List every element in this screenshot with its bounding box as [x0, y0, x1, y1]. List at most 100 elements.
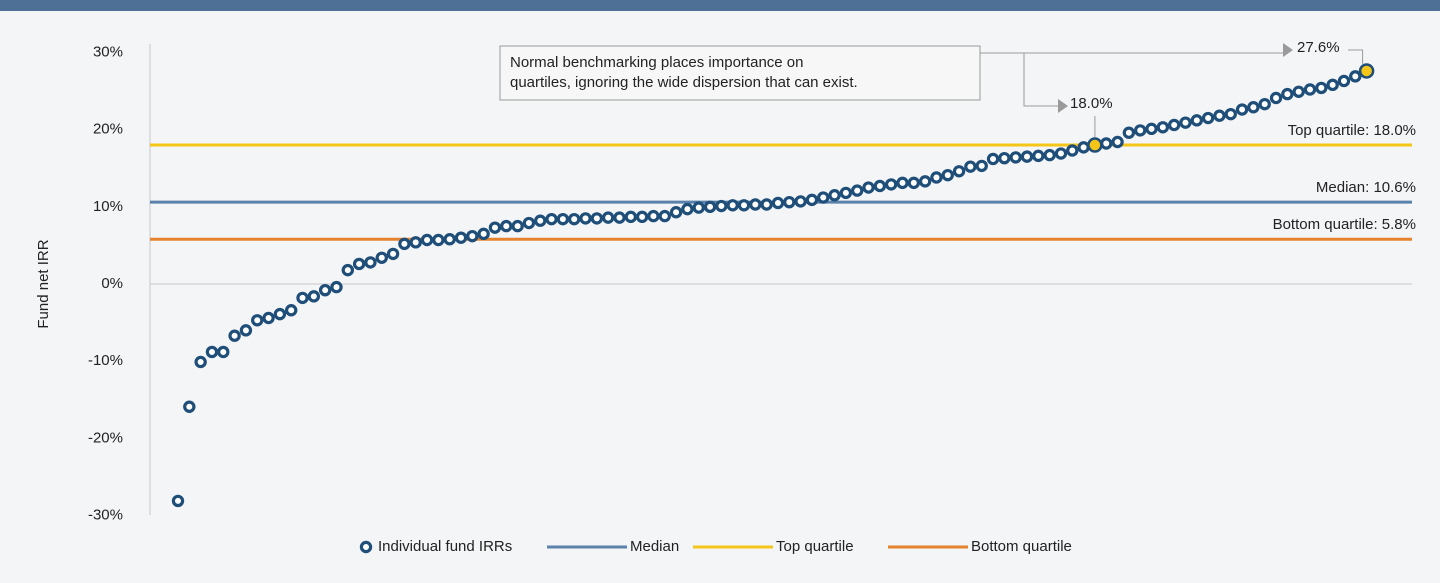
data-point	[1133, 124, 1147, 137]
data-point	[1349, 70, 1362, 83]
data-point	[896, 176, 909, 190]
y-tick-label: -20%	[88, 429, 123, 446]
data-point	[251, 314, 264, 327]
data-point	[398, 237, 411, 251]
data-point	[228, 329, 241, 342]
data-point	[556, 212, 570, 226]
y-tick-label: 30%	[93, 43, 123, 60]
y-tick-label: 0%	[101, 275, 123, 292]
legend-label: Bottom quartile	[971, 538, 1072, 555]
data-point	[1224, 107, 1237, 121]
data-point	[794, 195, 807, 208]
data-point	[918, 175, 932, 188]
data-point	[624, 210, 638, 224]
top-banner	[0, 0, 1440, 11]
data-point	[1087, 137, 1103, 153]
data-point	[364, 256, 377, 269]
data-point	[386, 247, 400, 261]
data-point	[534, 214, 547, 227]
data-point	[205, 345, 219, 359]
legend-label: Individual fund IRRs	[378, 538, 512, 555]
data-point	[1326, 78, 1339, 92]
data-point	[760, 198, 773, 211]
data-point	[1077, 141, 1090, 154]
data-point	[1190, 114, 1204, 127]
data-point	[669, 206, 683, 219]
callout-arrow	[1058, 99, 1068, 113]
data-point	[1358, 63, 1375, 79]
data-point	[839, 186, 853, 200]
data-point	[1337, 74, 1351, 88]
annotation-text: quartiles, ignoring the wide dispersion …	[510, 74, 858, 91]
data-point	[511, 219, 524, 233]
data-point	[975, 159, 988, 173]
data-point	[454, 231, 468, 244]
data-point	[409, 236, 422, 249]
annotation-text: Normal benchmarking places importance on	[510, 54, 803, 71]
data-point	[1043, 148, 1056, 162]
data-point	[1054, 147, 1068, 160]
data-point	[1303, 83, 1317, 96]
data-point	[1100, 137, 1113, 150]
callout-label: 27.6%	[1297, 39, 1340, 56]
data-point	[545, 212, 558, 226]
data-point	[692, 201, 705, 214]
reference-line-label: Top quartile: 18.0%	[1288, 122, 1416, 139]
callout-arrow	[1283, 43, 1293, 57]
data-point	[568, 212, 581, 226]
data-point	[432, 233, 445, 247]
data-point	[273, 307, 287, 321]
data-point	[420, 233, 434, 247]
data-point	[466, 229, 479, 243]
data-point	[307, 290, 321, 303]
data-point	[998, 151, 1011, 165]
callout-connector	[1348, 49, 1364, 64]
data-point	[873, 179, 887, 193]
data-point	[1179, 116, 1192, 129]
callout-label: 18.0%	[1070, 95, 1113, 112]
data-point	[500, 219, 513, 233]
data-point	[330, 280, 343, 294]
reference-line-label: Bottom quartile: 5.8%	[1273, 216, 1416, 233]
data-point	[783, 195, 796, 209]
data-point	[1020, 150, 1034, 163]
data-point	[171, 494, 185, 508]
data-point	[681, 202, 694, 216]
data-point	[658, 209, 671, 223]
data-point	[488, 221, 502, 234]
data-point	[1032, 149, 1045, 163]
legend-label: Top quartile	[776, 538, 854, 555]
reference-line-label: Median: 10.6%	[1316, 179, 1416, 196]
data-point	[1111, 135, 1124, 149]
data-point	[296, 291, 309, 305]
data-point	[341, 263, 354, 277]
data-point	[952, 165, 966, 178]
data-point	[1122, 126, 1136, 139]
data-point	[715, 199, 728, 213]
y-tick-label: -30%	[88, 507, 123, 524]
y-axis-label: Fund net IRR	[35, 239, 52, 328]
data-point	[941, 168, 954, 182]
data-point	[828, 189, 841, 202]
data-point	[862, 181, 875, 194]
data-point	[703, 200, 717, 214]
data-point	[375, 251, 388, 264]
data-point	[217, 345, 230, 359]
data-point	[884, 178, 898, 191]
data-point	[239, 324, 253, 337]
legend-marker	[359, 540, 373, 554]
data-point	[1213, 109, 1226, 122]
y-tick-label: 20%	[93, 121, 123, 138]
data-point	[1235, 103, 1249, 116]
data-point	[737, 199, 751, 212]
data-point	[285, 304, 298, 317]
annotation-box	[499, 45, 981, 101]
data-point	[579, 212, 592, 225]
data-point	[1167, 118, 1181, 132]
data-point	[522, 216, 536, 230]
data-point	[986, 152, 1000, 166]
data-point	[590, 212, 604, 225]
data-point	[477, 227, 490, 241]
data-point	[749, 198, 762, 211]
